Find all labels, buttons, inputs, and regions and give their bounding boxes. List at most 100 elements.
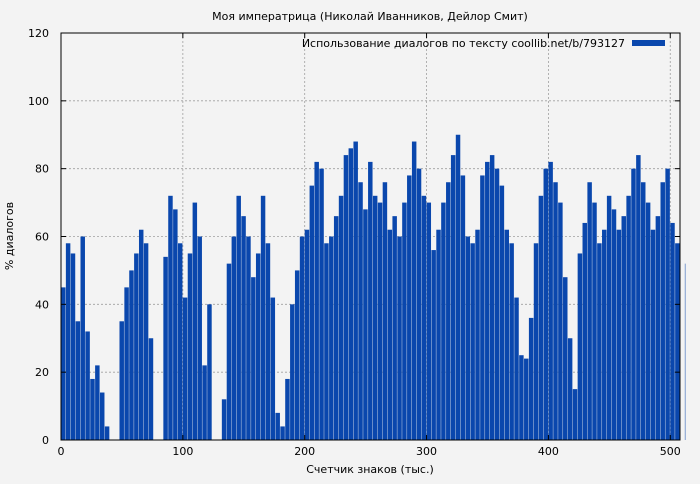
chart-bar — [124, 287, 129, 440]
chart-bar — [182, 297, 188, 440]
chart-bar — [363, 209, 368, 440]
chart-bar — [485, 161, 490, 440]
chart-bar — [597, 243, 602, 440]
chart-bar — [338, 195, 344, 440]
chart-bar — [543, 168, 549, 440]
chart-bar — [319, 168, 324, 440]
chart-bar — [602, 229, 607, 440]
chart-bar — [358, 182, 363, 440]
chart-bar — [299, 236, 305, 440]
chart-bar — [684, 263, 686, 440]
y-tick-label: 20 — [35, 366, 49, 379]
chart-bar — [148, 338, 154, 440]
chart-bar — [260, 195, 266, 440]
chart-bar — [538, 195, 544, 440]
chart-bar — [99, 392, 105, 440]
chart-bar — [675, 243, 680, 440]
axes: 0 100 200 300 400 500 0 20 40 60 80 100 120 — [28, 27, 681, 458]
chart-bar — [582, 222, 587, 440]
chart-bar — [665, 168, 670, 440]
chart-bar — [80, 236, 85, 440]
chart-bar — [348, 148, 354, 441]
chart-bar — [592, 202, 597, 440]
chart-bar — [475, 229, 480, 440]
chart-bar — [324, 243, 329, 440]
chart-bar — [660, 182, 665, 440]
chart-bar — [494, 168, 500, 440]
y-tick-label: 120 — [28, 27, 49, 40]
x-tick-label: 400 — [538, 445, 559, 458]
chart-bar — [221, 399, 227, 440]
chart-bar — [85, 331, 90, 440]
chart-bar — [368, 161, 373, 440]
chart-bar — [436, 229, 441, 440]
chart-bar — [421, 195, 427, 440]
y-axis-label: % диалогов — [3, 202, 16, 270]
chart-bar — [450, 155, 456, 440]
chart-bar — [333, 216, 339, 440]
chart-bar — [606, 195, 612, 440]
chart-bar — [173, 209, 178, 440]
chart-bar — [382, 182, 388, 440]
chart-bar — [611, 209, 617, 440]
chart-bar — [577, 253, 583, 440]
chart-bar — [294, 270, 300, 440]
bar-series — [61, 134, 686, 441]
legend: Использование диалогов по тексту coollib… — [302, 37, 665, 50]
chart-bar — [192, 202, 198, 440]
chart-bar — [626, 195, 631, 440]
chart-bar — [387, 229, 393, 440]
x-tick-label: 200 — [294, 445, 315, 458]
chart-bar — [407, 175, 412, 440]
chart-bar — [572, 389, 578, 440]
chart-bar — [446, 182, 451, 440]
chart-bar — [265, 243, 271, 440]
legend-label: Использование диалогов по тексту coollib… — [302, 37, 625, 50]
chart-bar — [470, 243, 475, 440]
chart-bar — [514, 297, 519, 440]
chart-bar — [343, 155, 349, 440]
x-tick-label: 300 — [416, 445, 437, 458]
chart-bar — [650, 229, 656, 440]
chart-bar — [426, 202, 432, 440]
chart-bar — [255, 253, 261, 440]
chart-bar — [231, 236, 237, 440]
chart-bar — [187, 253, 193, 440]
x-axis-label: Счетчик знаков (тыс.) — [306, 463, 434, 476]
chart-bar — [61, 287, 66, 440]
legend-swatch — [632, 40, 665, 46]
chart-bar — [236, 195, 241, 440]
chart-bar — [524, 358, 529, 440]
chart-bar — [168, 195, 173, 440]
chart-bar — [553, 182, 558, 440]
chart-bar — [616, 229, 622, 440]
chart-bar — [177, 243, 183, 440]
chart-bar — [460, 175, 466, 440]
chart-bar — [567, 338, 573, 440]
chart-bar — [631, 168, 636, 440]
chart-bar — [641, 182, 646, 440]
chart-bar — [241, 216, 246, 440]
chart-bar — [329, 236, 334, 440]
chart-bar — [70, 253, 76, 440]
x-tick-label: 100 — [172, 445, 193, 458]
chart-bar — [431, 250, 436, 440]
chart-bar — [129, 270, 134, 440]
chart-bar — [163, 256, 168, 440]
chart-bar — [290, 304, 295, 440]
y-tick-label: 100 — [28, 95, 49, 108]
chart-bar — [402, 202, 407, 440]
chart-bar — [309, 185, 315, 440]
chart-bar — [670, 222, 675, 440]
chart-bar — [226, 263, 232, 440]
chart-bar — [397, 236, 402, 440]
chart-bar — [314, 161, 319, 440]
chart-bar — [95, 365, 100, 440]
chart-title: Моя императрица (Николай Иванников, Дейл… — [212, 10, 528, 23]
y-tick-label: 40 — [35, 298, 49, 311]
chart-bar — [285, 378, 290, 440]
chart-bar — [304, 229, 310, 440]
chart-bar — [207, 304, 212, 440]
chart-bar — [104, 426, 110, 440]
